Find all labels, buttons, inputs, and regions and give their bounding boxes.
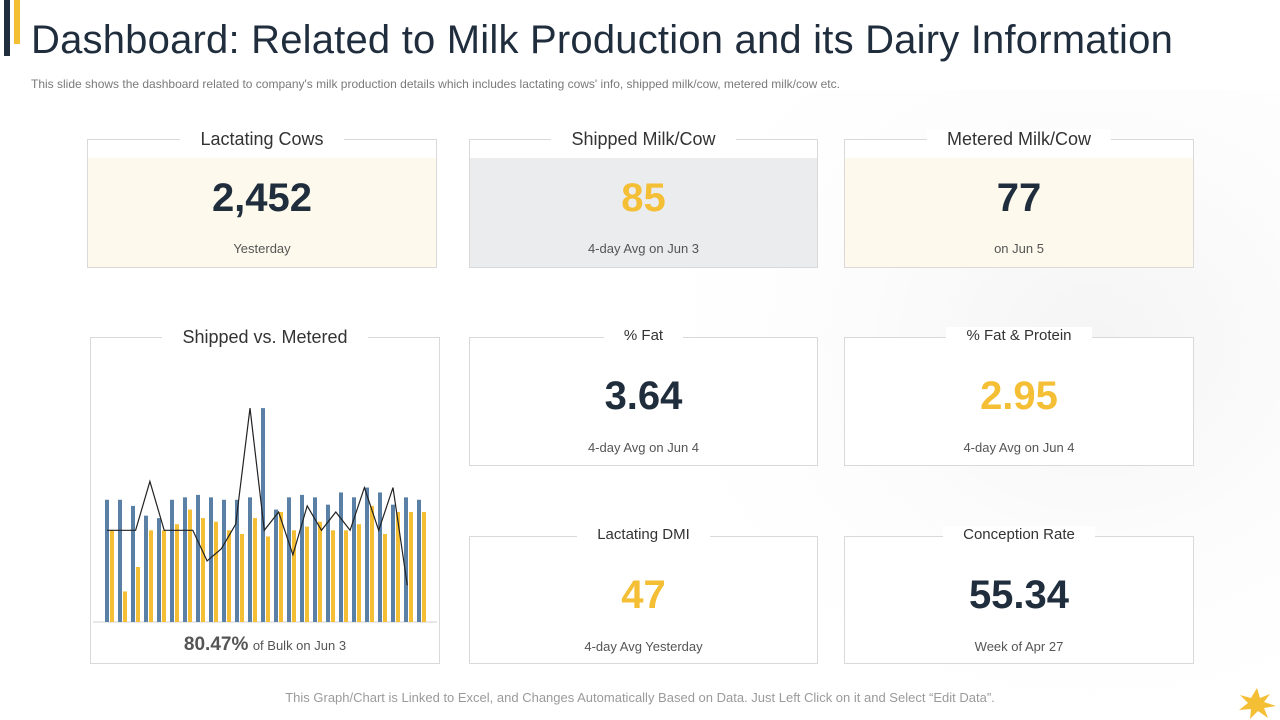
- bar-shipped-17: [313, 497, 317, 622]
- kpi-card-lactating-dmi: Lactating DMI 47 4-day Avg Yesterday: [469, 526, 818, 664]
- card-band: [470, 158, 817, 267]
- bar-metered-2: [123, 591, 127, 622]
- kpi-sub: 4-day Avg on Jun 4: [587, 440, 700, 455]
- bar-shipped-15: [287, 497, 291, 622]
- bar-shipped-9: [209, 497, 213, 622]
- bar-shipped-8: [196, 494, 200, 622]
- bar-shipped-14: [274, 509, 278, 622]
- kpi-value: 77: [996, 176, 1042, 220]
- bar-shipped-4: [144, 515, 148, 622]
- kpi-card-shipped-milk: Shipped Milk/Cow 85 4-day Avg on Jun 3: [469, 129, 818, 268]
- bar-shipped-19: [339, 492, 343, 622]
- bar-metered-10: [227, 530, 231, 622]
- bar-shipped-22: [378, 492, 382, 622]
- bar-shipped-2: [118, 499, 122, 622]
- kpi-sub: Yesterday: [233, 241, 291, 256]
- bar-metered-11: [240, 534, 244, 622]
- kpi-card-metered-milk: Metered Milk/Cow 77 on Jun 5: [844, 129, 1194, 268]
- kpi-value: 2,452: [211, 176, 313, 220]
- bar-shipped-25: [417, 499, 421, 622]
- card-band: [88, 158, 436, 267]
- bar-metered-15: [292, 530, 296, 622]
- kpi-title: % Fat: [603, 327, 684, 344]
- kpi-sub: 4-day Avg on Jun 4: [963, 440, 1075, 455]
- trend-line: [107, 408, 408, 586]
- bar-metered-5: [162, 530, 166, 622]
- chart-footer: 80.47% of Bulk on Jun 3: [91, 634, 439, 656]
- bar-shipped-23: [391, 504, 395, 622]
- bar-shipped-10: [222, 499, 226, 622]
- bar-metered-16: [305, 526, 309, 622]
- bulk-label: of Bulk on Jun 3: [252, 638, 347, 653]
- kpi-value: 47: [621, 573, 666, 617]
- bar-shipped-18: [326, 504, 330, 622]
- bar-metered-14: [279, 512, 283, 622]
- chart-card-shipped-vs-metered: Shipped vs. Metered 80.47% of Bulk on Ju…: [90, 327, 440, 664]
- kpi-value: 2.95: [980, 374, 1058, 418]
- bar-shipped-1: [105, 499, 109, 622]
- bar-metered-19: [344, 530, 348, 622]
- kpi-card-fat: % Fat 3.64 4-day Avg on Jun 4: [469, 327, 818, 466]
- kpi-title: % Fat & Protein: [946, 327, 1092, 344]
- bar-shipped-3: [131, 505, 135, 622]
- kpi-card-conception-rate: Conception Rate 55.34 Week of Apr 27: [844, 526, 1194, 664]
- kpi-card-fat-protein: % Fat & Protein 2.95 4-day Avg on Jun 4: [844, 327, 1194, 466]
- kpi-sub: 4-day Avg on Jun 3: [587, 241, 700, 256]
- bar-metered-3: [136, 567, 140, 622]
- bar-shipped-11: [235, 499, 239, 622]
- page-title: Dashboard: Related to Milk Production an…: [31, 18, 1174, 62]
- kpi-title: Conception Rate: [943, 526, 1095, 543]
- shipped-vs-metered-chart[interactable]: [91, 338, 439, 663]
- kpi-sub: Week of Apr 27: [974, 639, 1064, 654]
- bar-shipped-5: [157, 518, 161, 622]
- bar-metered-7: [188, 509, 192, 622]
- bar-shipped-16: [300, 494, 304, 622]
- bar-metered-18: [331, 530, 335, 622]
- bar-metered-17: [318, 521, 322, 622]
- bar-metered-9: [214, 521, 218, 622]
- bar-shipped-6: [170, 499, 174, 622]
- bar-shipped-21: [365, 487, 369, 622]
- kpi-title: Lactating Cows: [180, 129, 344, 149]
- kpi-sub: on Jun 5: [994, 241, 1044, 256]
- kpi-sub: 4-day Avg Yesterday: [584, 639, 703, 654]
- kpi-title: Metered Milk/Cow: [926, 129, 1112, 149]
- kpi-title: Lactating DMI: [577, 526, 710, 543]
- bulk-percent: 80.47%: [183, 634, 249, 655]
- bar-metered-12: [253, 518, 257, 622]
- bar-metered-23: [396, 512, 400, 622]
- bar-shipped-7: [183, 497, 187, 622]
- bar-shipped-24: [404, 497, 408, 622]
- card-band: [845, 158, 1193, 267]
- bar-metered-6: [175, 524, 179, 622]
- brand-logo-icon: [1239, 688, 1276, 719]
- bar-metered-25: [422, 512, 426, 622]
- bar-metered-1: [110, 530, 114, 622]
- chart-title: Shipped vs. Metered: [162, 327, 368, 347]
- accent-bar-gold: [14, 0, 20, 44]
- kpi-value: 55.34: [968, 573, 1070, 617]
- bar-metered-8: [201, 518, 205, 622]
- bar-metered-4: [149, 530, 153, 622]
- bar-metered-22: [383, 534, 387, 622]
- bar-shipped-12: [248, 497, 252, 622]
- kpi-card-lactating-cows: Lactating Cows 2,452 Yesterday: [87, 129, 437, 268]
- accent-bar-dark: [4, 0, 10, 56]
- bar-metered-20: [357, 524, 361, 622]
- bar-metered-24: [409, 512, 413, 622]
- kpi-value: 3.64: [604, 374, 683, 418]
- bar-shipped-20: [352, 497, 356, 622]
- footer-note: This Graph/Chart is Linked to Excel, and…: [285, 690, 995, 705]
- bar-metered-13: [266, 536, 270, 622]
- kpi-title: Shipped Milk/Cow: [551, 129, 736, 149]
- bar-metered-21: [370, 505, 374, 622]
- kpi-value: 85: [621, 176, 666, 220]
- page-subtitle: This slide shows the dashboard related t…: [31, 77, 840, 91]
